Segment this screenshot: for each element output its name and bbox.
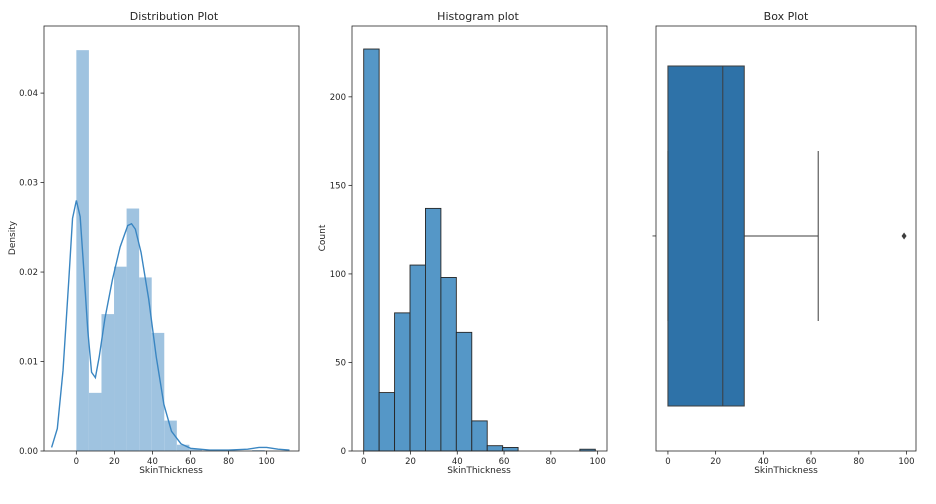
histogram-plot-ytick-label: 0 <box>341 447 346 457</box>
distribution-plot-xtick-label: 20 <box>109 457 120 467</box>
histogram-bar <box>394 312 411 452</box>
box-plot-xlabel: SkinThickness <box>754 466 818 476</box>
box-plot-xtick-label: 60 <box>806 457 817 467</box>
distribution-bar <box>189 449 202 451</box>
box-outlier-point <box>901 232 907 240</box>
histogram-bar <box>486 445 504 452</box>
histogram-plot-ytick-label: 50 <box>335 358 346 368</box>
distribution-bar <box>101 314 115 451</box>
histogram-bar <box>409 264 426 452</box>
histogram-plot-frame <box>351 25 608 452</box>
histogram-plot-bars <box>363 48 596 452</box>
distribution-plot-ytick-label: 0.02 <box>19 268 38 278</box>
distribution-plot-ytick-label: 0.00 <box>19 447 38 457</box>
distribution-plot-xtick-label: 100 <box>259 457 275 467</box>
distribution-bar <box>88 392 102 451</box>
distribution-bar <box>252 450 265 451</box>
box-plot-body <box>667 65 907 407</box>
histogram-plot-title: Histogram plot <box>437 10 519 23</box>
box-plot-xtick-label: 100 <box>898 457 914 467</box>
histogram-plot-ytick-label: 200 <box>330 93 346 103</box>
box-plot-xtick-label: 80 <box>853 457 864 467</box>
histogram-plot-ticks: 0 20 40 60 80 100 0 50 100 150 200 <box>330 93 606 467</box>
distribution-plot-xtick-label: 40 <box>147 457 158 467</box>
box-plot-ticks: 0 20 40 60 80 100 <box>652 235 915 467</box>
distribution-plot-xtick-label: 0 <box>74 457 79 467</box>
distribution-plot-bars <box>76 50 265 451</box>
distribution-plot-frame <box>43 25 300 452</box>
box-plot-panel: Box Plot 0 20 40 60 80 100 SkinThickness <box>652 10 917 476</box>
histogram-bar <box>502 447 519 452</box>
distribution-plot-ylabel: Density <box>8 220 18 255</box>
distribution-bar <box>164 420 177 451</box>
distribution-plot-ticks: 0 20 40 60 80 100 0.00 0.01 0.02 0.03 0.04 <box>19 89 275 467</box>
histogram-plot-xtick-label: 80 <box>545 457 556 467</box>
histogram-plot-xtick-label: 60 <box>499 457 510 467</box>
distribution-plot-panel: Distribution Plot 0 20 40 60 80 100 0.00 0.01 0.… <box>8 10 300 476</box>
box-plot-frame <box>655 25 917 452</box>
histogram-plot-xtick-label: 20 <box>405 457 416 467</box>
distribution-bar <box>176 444 190 451</box>
histogram-plot-ytick-label: 150 <box>330 181 346 191</box>
histogram-plot-ylabel: Count <box>318 224 328 251</box>
histogram-bar <box>455 331 473 452</box>
distribution-plot-ytick-label: 0.04 <box>19 89 38 99</box>
distribution-bar <box>114 266 127 451</box>
histogram-plot-xtick-label: 100 <box>590 457 606 467</box>
distribution-bar <box>126 208 140 451</box>
distribution-plot-ytick-label: 0.01 <box>19 358 38 368</box>
histogram-bar <box>425 207 442 452</box>
kde-curve <box>50 200 290 451</box>
histogram-plot-xtick-label: 0 <box>361 457 366 467</box>
distribution-plot-xlabel: SkinThickness <box>139 466 203 476</box>
distribution-plot-xtick-label: 80 <box>223 457 234 467</box>
distribution-bar <box>151 332 165 451</box>
histogram-bar <box>471 420 488 452</box>
box-iqr <box>667 65 745 407</box>
distribution-plot-title: Distribution Plot <box>130 10 219 23</box>
box-plot-title: Box Plot <box>764 10 809 23</box>
histogram-plot-xtick-label: 40 <box>452 457 463 467</box>
distribution-bar <box>139 277 152 451</box>
histogram-plot-xlabel: SkinThickness <box>447 466 511 476</box>
histogram-bar <box>440 277 457 452</box>
histogram-bar <box>363 48 380 452</box>
histogram-bar <box>378 392 396 452</box>
box-plot-xtick-label: 20 <box>710 457 721 467</box>
distribution-plot-xtick-label: 60 <box>185 457 196 467</box>
box-plot-xtick-label: 40 <box>758 457 769 467</box>
box-plot-xtick-label: 0 <box>665 457 670 467</box>
distribution-plot-ytick-label: 0.03 <box>19 179 38 189</box>
histogram-plot-ytick-label: 100 <box>330 270 346 280</box>
histogram-plot-panel: Histogram plot 0 20 40 60 80 100050100150200 … <box>318 10 608 476</box>
